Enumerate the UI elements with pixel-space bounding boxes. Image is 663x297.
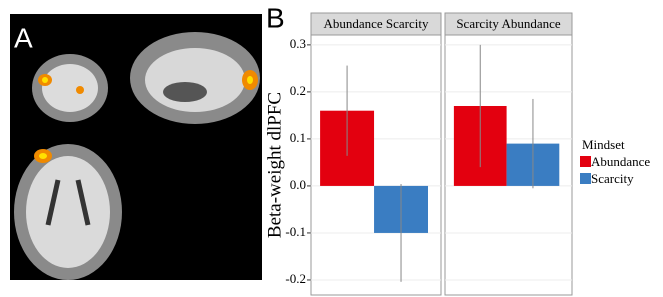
brain-panel: A	[10, 14, 262, 280]
y-tick-label: 0.0	[290, 177, 306, 192]
coronal-white	[42, 64, 98, 112]
panel-label: A	[14, 22, 33, 53]
figure: A B Beta-weight dlPFC Mindset -0.2 -0.1 0.…	[0, 0, 663, 297]
activation-core	[39, 153, 47, 159]
facet-title: Scarcity Abundance	[456, 16, 561, 31]
legend-title: Mindset	[582, 137, 625, 152]
y-axis-label: Beta-weight dlPFC	[264, 92, 285, 238]
y-tick-label: 0.3	[290, 36, 306, 51]
y-tick-label: -0.1	[285, 224, 306, 239]
sagittal-white	[145, 48, 245, 112]
axial-white	[26, 156, 110, 268]
panel-label: B	[266, 2, 285, 33]
legend-label: Abundance	[591, 154, 650, 169]
sagittal-ventricle	[163, 82, 207, 102]
y-tick-label: 0.1	[290, 130, 306, 145]
y-tick-label: -0.2	[285, 271, 306, 286]
activation	[76, 86, 84, 94]
y-tick-label: 0.2	[290, 83, 306, 98]
activation-core	[42, 77, 48, 83]
facet-title: Abundance Scarcity	[323, 16, 429, 31]
legend-swatch	[580, 173, 591, 184]
legend-swatch	[580, 156, 591, 167]
activation-core	[247, 76, 253, 84]
legend-label: Scarcity	[591, 171, 634, 186]
